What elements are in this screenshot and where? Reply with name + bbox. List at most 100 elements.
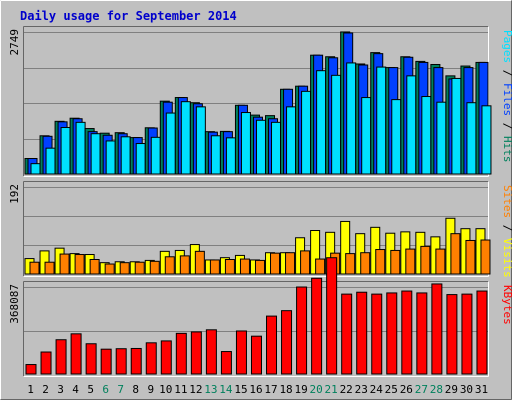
bar-pages-day-11 xyxy=(180,101,191,175)
bar-sites-day-18 xyxy=(285,252,296,275)
x-tick-label-day-20: 20 xyxy=(310,383,323,396)
panel-top-legend: Pages / Files / Hits xyxy=(501,30,512,163)
bar-pages-day-23 xyxy=(361,97,372,175)
x-tick-label-day-24: 24 xyxy=(370,383,384,396)
x-tick-label-day-19: 19 xyxy=(294,383,307,396)
bar-sites-day-4 xyxy=(74,254,85,275)
bar-kbytes-day-12 xyxy=(190,331,202,375)
bar-kbytes-day-27 xyxy=(416,292,428,375)
bar-pages-day-24 xyxy=(376,66,387,175)
bar-sites-day-9 xyxy=(149,260,160,275)
x-tick-label-day-1: 1 xyxy=(27,383,34,396)
legend-pages: Pages xyxy=(501,30,512,63)
bar-sites-day-7 xyxy=(119,262,130,275)
bar-kbytes-day-5 xyxy=(85,343,97,375)
x-tick-label-day-23: 23 xyxy=(355,383,368,396)
bar-kbytes-day-3 xyxy=(55,339,67,375)
x-tick-label-day-27: 27 xyxy=(415,383,428,396)
bar-kbytes-day-6 xyxy=(100,348,112,375)
bar-kbytes-day-18 xyxy=(281,310,293,375)
x-axis-labels: 1 2 3 4 5 6 7 8 9 10 11 12 13 14 15 16 17 18 19 20 21 22 23 24 2… xyxy=(27,383,488,396)
panel-top: 2749 Pages / Files / Hits xyxy=(8,26,512,177)
bar-sites-day-29 xyxy=(450,233,461,275)
bar-pages-day-28 xyxy=(436,101,447,175)
bar-pages-day-19 xyxy=(301,90,312,175)
bar-sites-day-27 xyxy=(420,245,431,275)
panel-bottom: 368087 KBytes xyxy=(8,257,512,377)
bar-sites-day-3 xyxy=(59,253,70,275)
bar-sites-day-11 xyxy=(179,255,190,275)
bar-pages-day-25 xyxy=(391,99,402,175)
chart-title: Daily usage for September 2014 xyxy=(20,9,237,23)
bar-pages-day-27 xyxy=(421,96,432,175)
bar-kbytes-day-4 xyxy=(70,333,82,375)
bar-kbytes-day-14 xyxy=(220,351,232,375)
bar-kbytes-day-21 xyxy=(326,257,338,375)
bar-kbytes-day-31 xyxy=(476,290,488,375)
x-tick-label-day-3: 3 xyxy=(57,383,64,396)
bar-pages-day-10 xyxy=(165,112,176,175)
bar-kbytes-day-8 xyxy=(130,347,142,375)
bar-sites-day-6 xyxy=(104,263,115,275)
bar-sites-day-30 xyxy=(465,239,476,275)
bar-kbytes-day-30 xyxy=(461,293,473,375)
x-tick-label-day-25: 25 xyxy=(385,383,398,396)
legend-hits: Hits xyxy=(501,136,512,163)
bar-sites-day-10 xyxy=(164,256,175,275)
x-tick-label-day-10: 10 xyxy=(159,383,172,396)
bar-pages-day-30 xyxy=(466,102,477,175)
bar-sites-day-17 xyxy=(270,252,281,275)
bar-pages-day-20 xyxy=(316,70,327,175)
x-tick-label-day-5: 5 xyxy=(87,383,94,396)
bar-pages-day-29 xyxy=(451,77,462,175)
bar-sites-day-31 xyxy=(480,239,491,275)
bar-kbytes-day-17 xyxy=(266,315,278,375)
bar-sites-day-20 xyxy=(315,258,326,275)
x-tick-label-day-26: 26 xyxy=(400,383,413,396)
legend-files: Files xyxy=(501,83,512,116)
bar-kbytes-day-23 xyxy=(356,291,368,375)
x-tick-label-day-2: 2 xyxy=(42,383,49,396)
panel-bottom-legend: KBytes xyxy=(501,285,512,325)
bar-sites-day-22 xyxy=(345,253,356,275)
bar-sites-day-1 xyxy=(29,261,40,275)
bar-pages-day-8 xyxy=(135,143,146,175)
bar-pages-day-21 xyxy=(331,74,342,175)
bar-sites-day-24 xyxy=(375,249,386,275)
x-tick-label-day-12: 12 xyxy=(189,383,202,396)
bar-pages-day-2 xyxy=(45,147,56,175)
x-tick-label-day-16: 16 xyxy=(249,383,262,396)
x-tick-label-day-8: 8 xyxy=(132,383,139,396)
bar-pages-day-17 xyxy=(271,121,282,175)
x-tick-label-day-15: 15 xyxy=(234,383,247,396)
bar-kbytes-day-15 xyxy=(235,330,247,375)
bar-pages-day-13 xyxy=(210,135,221,175)
x-tick-label-day-6: 6 xyxy=(102,383,109,396)
panel-top-ymax-label: 2749 xyxy=(8,29,21,56)
bar-kbytes-day-25 xyxy=(386,292,398,375)
bar-kbytes-day-24 xyxy=(371,293,383,375)
x-tick-label-day-13: 13 xyxy=(204,383,217,396)
x-tick-label-day-11: 11 xyxy=(174,383,187,396)
panel-middle-legend: Sites / Visits xyxy=(501,185,512,278)
bar-pages-day-5 xyxy=(90,133,101,175)
bar-kbytes-day-9 xyxy=(145,342,157,375)
bar-kbytes-day-26 xyxy=(401,290,413,375)
bar-sites-day-28 xyxy=(435,248,446,275)
bar-sites-day-19 xyxy=(300,250,311,275)
panel-middle: 192 Sites / Visits xyxy=(8,181,512,278)
bar-pages-day-4 xyxy=(75,121,86,175)
bar-kbytes-day-2 xyxy=(40,351,52,375)
x-tick-label-day-9: 9 xyxy=(147,383,154,396)
legend-separator: / xyxy=(501,218,512,238)
x-tick-label-day-4: 4 xyxy=(72,383,79,396)
chart-panels: 2749 Pages / Files / Hits 192 Sites / Visit… xyxy=(8,26,512,377)
legend-separator: / xyxy=(501,116,512,136)
x-tick-label-day-22: 22 xyxy=(340,383,353,396)
bar-kbytes-day-19 xyxy=(296,286,308,375)
bar-pages-day-3 xyxy=(60,127,71,175)
legend-sites: Sites xyxy=(501,185,512,218)
bar-pages-day-31 xyxy=(481,105,492,175)
